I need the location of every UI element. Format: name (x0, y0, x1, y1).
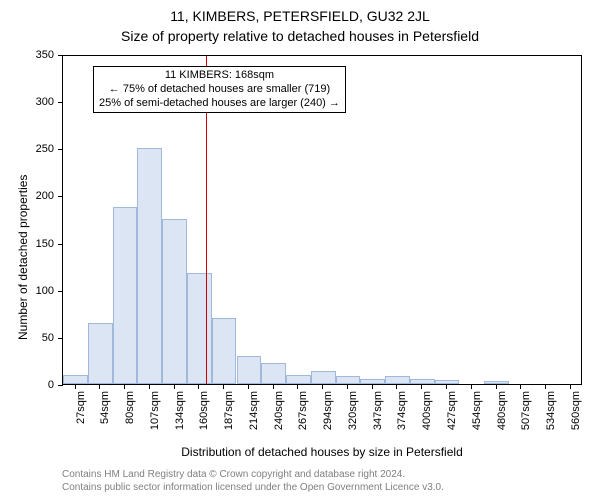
x-tick-label: 267sqm (297, 391, 309, 430)
x-tick-mark (273, 384, 274, 389)
histogram-bar (187, 273, 212, 384)
histogram-bar (286, 375, 311, 384)
x-tick-mark (198, 384, 199, 389)
y-tick-mark (58, 291, 63, 292)
x-tick-mark (347, 384, 348, 389)
x-tick-mark (396, 384, 397, 389)
x-tick-label: 107sqm (149, 391, 161, 430)
callout-box: 11 KIMBERS: 168sqm ← 75% of detached hou… (93, 66, 346, 113)
y-tick-label: 200 (36, 190, 54, 202)
x-tick-label: 80sqm (124, 391, 136, 424)
credits-line: Contains public sector information licen… (62, 481, 444, 494)
x-tick-mark (248, 384, 249, 389)
x-tick-mark (496, 384, 497, 389)
x-tick-label: 347sqm (372, 391, 384, 430)
x-tick-label: 374sqm (396, 391, 408, 430)
x-tick-label: 240sqm (273, 391, 285, 430)
y-tick-mark (58, 196, 63, 197)
x-tick-label: 134sqm (174, 391, 186, 430)
y-tick-label: 50 (42, 332, 54, 344)
x-tick-label: 507sqm (520, 391, 532, 430)
histogram-bar (360, 379, 385, 384)
x-tick-label: 294sqm (322, 391, 334, 430)
histogram-bar (261, 363, 286, 384)
y-tick-mark (58, 102, 63, 103)
histogram-bar (137, 148, 162, 384)
x-tick-label: 480sqm (496, 391, 508, 430)
credits: Contains HM Land Registry data © Crown c… (62, 468, 444, 494)
x-tick-mark (322, 384, 323, 389)
x-tick-label: 214sqm (248, 391, 260, 430)
y-tick-mark (58, 338, 63, 339)
callout-line: 11 KIMBERS: 168sqm (99, 69, 340, 83)
callout-line: ← 75% of detached houses are smaller (71… (99, 83, 340, 97)
y-tick-mark (58, 55, 63, 56)
x-tick-mark (124, 384, 125, 389)
x-tick-mark (75, 384, 76, 389)
histogram-bar (410, 379, 435, 384)
histogram-bar (385, 376, 410, 384)
x-tick-mark (174, 384, 175, 389)
y-tick-label: 250 (36, 143, 54, 155)
x-tick-mark (446, 384, 447, 389)
y-tick-label: 150 (36, 238, 54, 250)
histogram-bar (484, 381, 509, 384)
x-tick-label: 560sqm (570, 391, 582, 430)
x-tick-mark (149, 384, 150, 389)
x-tick-label: 160sqm (198, 391, 210, 430)
x-tick-label: 534sqm (545, 391, 557, 430)
x-tick-label: 187sqm (223, 391, 235, 430)
y-tick-mark (58, 149, 63, 150)
chart-plot-area: 11 KIMBERS: 168sqm ← 75% of detached hou… (62, 55, 582, 385)
x-tick-mark (520, 384, 521, 389)
x-tick-label: 427sqm (446, 391, 458, 430)
histogram-bar (88, 323, 113, 384)
x-tick-mark (223, 384, 224, 389)
histogram-bar (63, 375, 88, 384)
x-tick-mark (545, 384, 546, 389)
x-tick-label: 400sqm (421, 391, 433, 430)
y-axis-label: Number of detached properties (16, 175, 30, 340)
x-tick-mark (297, 384, 298, 389)
y-tick-mark (58, 244, 63, 245)
y-tick-label: 300 (36, 96, 54, 108)
page-title: 11, KIMBERS, PETERSFIELD, GU32 2JL (0, 8, 600, 24)
histogram-bar (113, 207, 138, 384)
chart-subtitle: Size of property relative to detached ho… (0, 28, 600, 44)
x-tick-mark (570, 384, 571, 389)
histogram-bar (336, 376, 361, 384)
histogram-bar (237, 356, 262, 384)
histogram-bar (435, 380, 460, 384)
x-tick-label: 27sqm (75, 391, 87, 424)
histogram-bar (311, 371, 336, 384)
x-tick-label: 454sqm (471, 391, 483, 430)
x-tick-mark (99, 384, 100, 389)
histogram-bar (162, 219, 187, 384)
x-tick-label: 54sqm (99, 391, 111, 424)
callout-line: 25% of semi-detached houses are larger (… (99, 97, 340, 111)
x-tick-mark (372, 384, 373, 389)
x-axis-label: Distribution of detached houses by size … (62, 445, 582, 459)
y-tick-label: 0 (48, 379, 54, 391)
x-tick-mark (471, 384, 472, 389)
y-tick-label: 350 (36, 49, 54, 61)
histogram-bar (212, 318, 237, 384)
credits-line: Contains HM Land Registry data © Crown c… (62, 468, 444, 481)
y-tick-label: 100 (36, 285, 54, 297)
x-tick-mark (421, 384, 422, 389)
x-tick-label: 320sqm (347, 391, 359, 430)
